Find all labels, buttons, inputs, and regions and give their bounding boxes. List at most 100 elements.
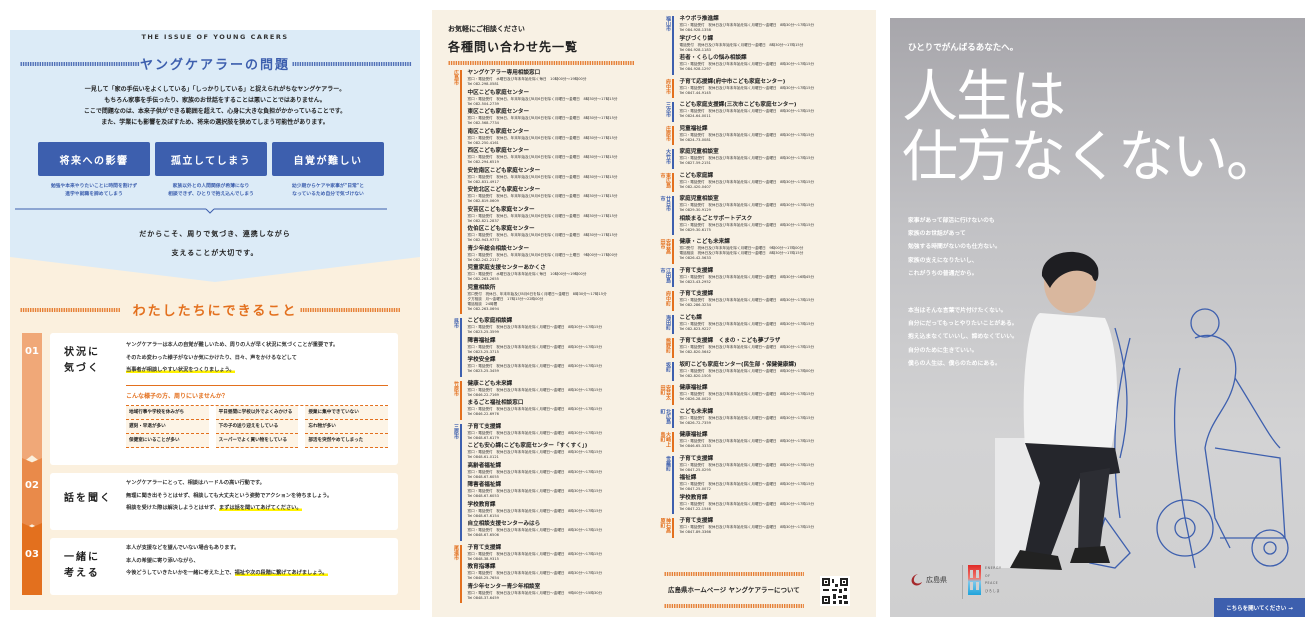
region-group: 坂町 坂町こども家庭センター(民生部・保健健康課) 窓口・電話受付 祝休日及び年末年… [658,361,868,381]
contact-hours: 窓口・電話受付 祝休日及び年末年始を除く月曜日〜金曜日 8時30分〜17時15分 [467,344,603,349]
region-bar [672,338,674,358]
contact-phone: Tel 0823-43-2952 [679,279,711,284]
step-card-02: 話を聞く ヤングケアラーにとって、相談はハードルの高い行動です。 無理に聞き出そう… [50,473,398,530]
crescent-logo-icon [911,574,922,586]
contact-phone: Tel 082-250-4161 [467,140,499,145]
contact-name: こども家庭課 [679,172,714,179]
contact-name: ネウボラ推進課 [679,16,719,22]
region-group: 三次市 こども家庭支援課(三次市こども家庭センター) 窓口・電話受付 祝休日及び年末… [658,102,868,122]
contact-phone: Tel 0848-61-0121 [467,455,499,459]
contact-hours: 窓口・電話受付 祝休日及び年末年始を除く月曜日〜金曜日 8時30分〜17時15分 [467,430,603,435]
contact-hours: 窓口・電話受付 祝休日及び年末年始を除く月曜日〜金曜日 8時30分〜17時15分 [679,525,815,529]
contact-hours: 窓口・電話受付 祝休日及び年末年始を除く月曜日〜金曜日 8時30分〜17時15分 [679,203,815,207]
prefecture-homepage-link[interactable]: 広島県ホームページ ヤングケアラーについて [668,586,800,594]
region-group: 熊野町 子育て支援課 くまの・こども夢プラザ 窓口・電話受付 祝休日及び年末年始を除… [658,338,868,358]
contact-entry: ヤングケアラー専用相談窓口 窓口・電話受付 水曜日及び年末年始を除く毎日 10時0… [468,70,618,87]
contact-entry: 安佐北区こども家庭センター 窓口・電話受付 祝休日、年末年始及び8月6日を除く月曜… [468,187,618,204]
highlight-text: まずは話を聞いてあげてください。 [219,505,302,511]
contact-hours: 窓口・電話受付 祝休日及び年末年始を除く月曜日〜金曜日 8時30分〜17時15分 [467,450,603,454]
cover-panel: ひとりでがんばるあなたへ。 人生は 仕方なくない。 家事があって部活に行けないのも… [890,18,1305,617]
region-bar [460,423,462,541]
contact-hours: 窓口・電話受付 祝休日及び年末年始を除く月曜日〜金曜日 8時30分〜17時15分 [679,179,815,184]
sign-item: 遅刻・早退が多い [126,420,209,434]
contact-phone: Tel 082-568-7734 [467,121,499,125]
region-group: 大崎上島町 健康福祉課 窓口・電話受付 祝休日及び年末年始を除く月曜日〜金曜日 8時… [658,432,868,452]
contact-phone: Tel 0823-25-3459 [467,369,499,373]
contact-entry: 子育て応援課(府中市こども家庭センター) 窓口・電話受付 祝休日及び年末年始を除く… [680,79,815,96]
energy-of-peace-mark-icon [968,565,981,595]
contact-entry: 健康・こども未来課 窓口受付 祝休日及び年末年始を除く月曜日〜金曜日 9時00分〜… [680,239,804,261]
region-label: 三原市 [453,423,459,439]
region-bar [672,361,674,381]
signs-list: 地域行事や学校を休みがち 平日昼間に学校以外でよくみかける 授業に集中できていな… [126,405,388,448]
contact-entry: 安芸区こども家庭センター 窓口・電話受付 祝休日、年末年始及び8月6日を除く月曜日… [468,207,618,224]
region-bar [672,196,674,235]
highlight-text: 福祉や次の段階に繋げてあげましょう。 [234,570,328,576]
contact-name: 安佐南区こども家庭センター [467,167,541,174]
contact-name: 若者・くらしの悩み相談課 [679,55,747,61]
contact-hours: 窓口・電話受付 祝休日及び年末年始を除く月曜日〜金曜日 8時30分〜17時15分 [467,387,603,392]
contact-hours: 窓口・電話受付 祝休日及び年末年始を除く月曜日〜金曜日 8時30分〜17時15分 [679,85,815,90]
contact-hours: 窓口・電話受付 祝休日及び年末年始を除く月曜日〜金曜日 8時30分〜17時15分 [467,528,603,532]
contact-entry: 児童家庭支援センターあかくさ 窓口・電話受付 水曜日及び年末年始を除く毎日 10時… [468,265,618,282]
open-brochure-button[interactable]: こちらを開いてください → [1214,598,1305,617]
cover-copy-2: 本当はそんな言葉で片付けたくない。 自分にだってもっとやりたいことがある。 抱え込ま… [908,308,1018,367]
contact-hours: 窓口・電話受付 祝休日及び年末年始を除く月曜日〜金曜日 8時30分〜17時15分 [679,156,815,160]
contact-name: 健康・こども未来課 [679,239,730,245]
contact-name: 児童相談所 [467,284,496,291]
contact-name: 高齢者福祉課 [467,462,502,469]
contact-phone: Tel 0827-59-2151 [679,161,711,165]
region-label: 廿日市市 [659,196,672,211]
contact-entry: 子育て支援課 窓口・電話受付 祝休日及び年末年始を除く月曜日〜金曜日 8時30分〜… [468,424,603,441]
sign-item: 下の子の送り迎えをしている [215,420,299,434]
contact-entry: 子育て支援課 窓口・電話受付 祝休日及び年末年始を除く月曜日〜金曜日 8時30分〜… [680,518,815,535]
region-label: 北広島町 [659,408,672,424]
step-title: 一緒に 考える [64,552,100,579]
contact-name: 子育て支援課 [467,544,502,551]
contact-entry: 障害者福祉課 窓口・電話受付 祝休日及び年末年始を除く月曜日〜金曜日 8時30分〜… [468,482,603,499]
region-bar [672,385,674,405]
contact-phone: Tel 084-928-1358 [679,28,711,32]
contact-name: 南区こども家庭センター [467,128,530,135]
contact-name: 坂町こども家庭センター(民生部・保健健康課) [679,361,797,368]
contact-name: こども未来課 [679,408,714,415]
contact-name: まるごと福祉相談窓口 [467,400,524,406]
contact-name: 教育指導課 [467,564,496,570]
contacts-title: 各種問い合わせ先一覧 [448,40,579,54]
contact-entry: 健康福祉課 窓口・電話受付 祝休日及び年末年始を除く月曜日〜金曜日 8時30分〜1… [680,432,815,449]
contact-entry: こども安心課(こども家庭センター「すくすく」) 窓口・電話受付 祝休日及び年末年始… [468,443,603,460]
contact-entry: こども家庭課 窓口・電話受付 祝休日及び年末年始を除く月曜日〜金曜日 8時30分〜… [680,173,815,190]
contact-name: 子育て支援課 [679,455,714,462]
contact-phone: Tel 0824-64-0011 [679,114,711,118]
qr-code-icon[interactable] [820,576,850,606]
contact-phone: Tel 0848-67-6053 [467,494,499,498]
sign-item: 忘れ物が多い [305,420,388,434]
contact-name: 青少年総合相談センター [467,245,530,252]
intro-text: 一見して「家の手伝いをよくしている」「しっかりしている」と捉えられがちなヤングケ… [10,84,420,128]
region-label: 庄原市 [665,125,671,141]
contact-phone: Tel 082-263-0694 [467,306,499,311]
cover-copy-1: 家事があって部活に行けないのも 家族のお世話があって 勉強する時間がないのも仕方ない… [908,218,1001,277]
region-label: 神石高原町 [659,518,672,533]
contact-name: 安佐北区こども家庭センター [467,187,541,193]
contacts-column-right: 福山市 ネウボラ推進課窓口・電話受付 祝休日及び年末年始を除く月曜日〜金曜日 8時… [658,16,868,542]
region-bar [672,16,674,75]
contact-entry: 若者・くらしの悩み相談課 窓口・電話受付 祝休日及び年末年始を除く月曜日〜金曜日 … [680,55,815,72]
region-label: 三次市 [665,102,671,117]
region-bar [672,239,674,264]
contact-entry: 福祉課 窓口・電話受付 祝休日及び年末年始を除く月曜日〜金曜日 8時30分〜17時… [680,475,815,492]
contact-hours: 窓口・電話受付 祝休日、年末年始及び8月6日を除く月曜日〜金曜日 8時30分〜1… [467,116,618,120]
region-label: 福山市 [665,16,671,31]
step-card-01: 状況に 気づく ヤングケアラーは本人の自覚が難しいため、周りの人が早く状況に気づく… [50,333,398,465]
contacts-panel: お気軽にご相談ください 各種問い合わせ先一覧 広島市 ヤングケアラー専用相談窓口窓… [432,10,876,617]
contact-name: 中区こども家庭センター [467,89,530,96]
contact-entry: 児童相談所 窓口受付 祝休日、年末年始及び8月6日を除く月曜日〜金曜日 8時30分… [468,285,618,312]
contact-entry: 佐伯区こども家庭センター 窓口・電話受付 祝休日、年末年始及び8月6日を除く月曜日… [468,226,618,243]
contact-hours: 窓口・電話受付 祝休日及び年末年始を除く月曜日〜金曜日 8時30分〜17時15分 [679,439,815,443]
contact-entry: 学校安全課 窓口・電話受付 祝休日及び年末年始を除く月曜日〜金曜日 8時30分〜1… [468,357,603,374]
contact-entry: 青少年総合相談センター 窓口・電話受付 祝休日、年末年始及び8月6日を除く月曜日〜… [468,246,618,263]
contact-entry: 家庭児童相談室 窓口・電話受付 祝休日及び年末年始を除く月曜日〜金曜日 8時30分… [680,149,815,166]
contact-name: 自立相談支援センターみはら [467,521,541,527]
young-carer-issue-panel: THE ISSUE OF YOUNG CARERS ヤングケアラーの問題 一見し… [10,30,420,610]
region-group: 尾道市 子育て支援課 窓口・電話受付 祝休日及び年末年始を除く月曜日〜金曜日 8時3… [446,544,651,603]
